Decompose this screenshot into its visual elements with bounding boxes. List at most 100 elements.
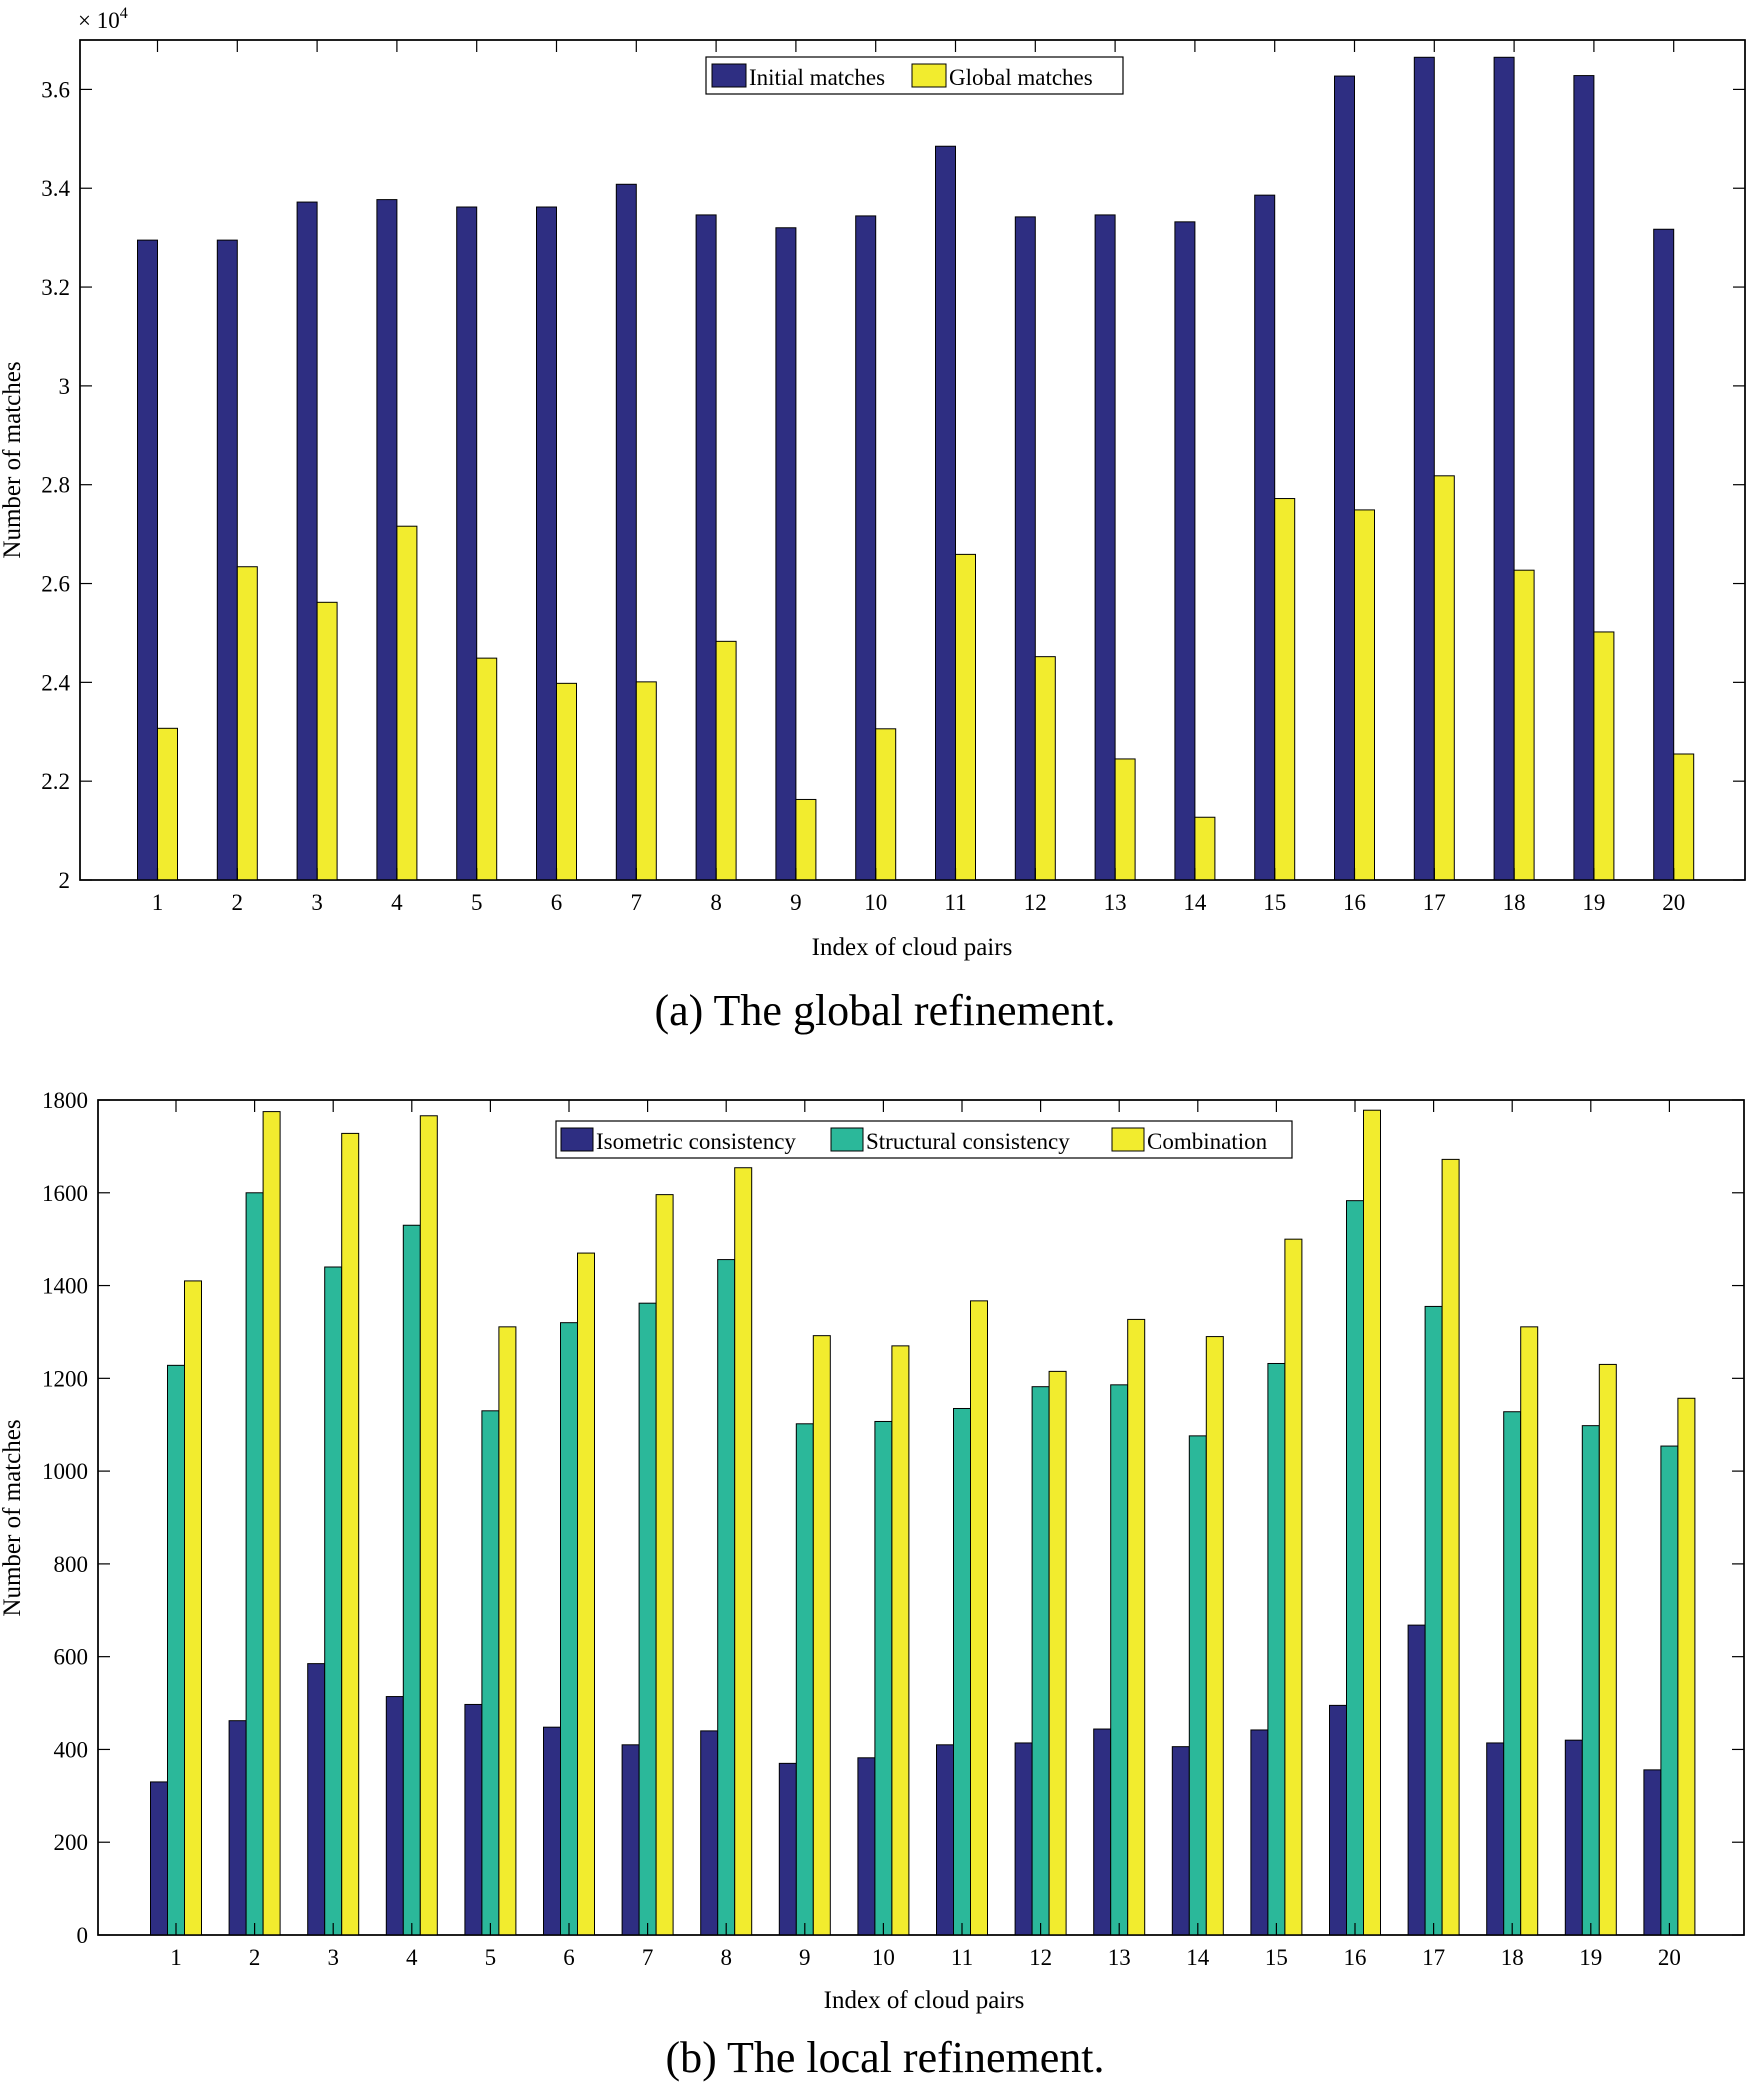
b-plot-frame — [97, 1099, 1745, 1936]
a-y-tick-label: 3.4 — [41, 176, 70, 201]
b-x-tick-label: 5 — [485, 1945, 497, 1970]
b-bar-combination-8 — [734, 1167, 753, 1936]
b-bar-structural-consistency-8 — [717, 1259, 736, 1936]
panel-b-caption: (b) The local refinement. — [666, 2033, 1105, 2082]
a-bar-initial-matches-19 — [1573, 75, 1595, 881]
a-bar-global-matches-17 — [1433, 475, 1455, 881]
a-x-tick-label: 15 — [1263, 890, 1286, 915]
a-bar-initial-matches-15 — [1254, 194, 1276, 881]
b-bar-isometric-consistency-9 — [778, 1762, 797, 1936]
legend-swatch-global-matches — [911, 63, 947, 88]
b-x-tick-label: 13 — [1108, 1945, 1131, 1970]
b-bar-isometric-consistency-19 — [1564, 1739, 1583, 1936]
a-bar-global-matches-7 — [635, 681, 657, 881]
a-x-tick-label: 8 — [710, 890, 722, 915]
panel-b-x-axis-label: Index of cloud pairs — [824, 1987, 1025, 2014]
a-x-tick-label: 1 — [152, 890, 164, 915]
b-bar-structural-consistency-7 — [638, 1302, 657, 1936]
a-bar-initial-matches-17 — [1413, 56, 1435, 881]
b-bar-combination-18 — [1520, 1326, 1539, 1936]
b-bar-structural-consistency-6 — [560, 1322, 578, 1936]
legend-label-combination: Combination — [1147, 1129, 1268, 1154]
panel-a-bars — [137, 56, 1695, 881]
b-x-tick-label: 10 — [872, 1945, 895, 1970]
legend-swatch-initial-matches — [711, 63, 747, 88]
b-x-tick-label: 19 — [1579, 1945, 1602, 1970]
b-bar-combination-17 — [1441, 1158, 1460, 1936]
a-y-tick-label: 2.8 — [41, 473, 70, 498]
a-y-tick-label: 2.4 — [41, 670, 70, 695]
a-bar-initial-matches-13 — [1094, 214, 1116, 881]
a-bar-global-matches-18 — [1513, 569, 1535, 881]
b-bar-combination-12 — [1048, 1370, 1067, 1936]
b-bar-isometric-consistency-20 — [1643, 1769, 1662, 1936]
b-bar-structural-consistency-18 — [1503, 1411, 1522, 1936]
b-bar-structural-consistency-2 — [245, 1192, 264, 1936]
b-bar-structural-consistency-13 — [1110, 1384, 1129, 1936]
a-bar-global-matches-9 — [795, 798, 817, 881]
b-bar-isometric-consistency-6 — [543, 1726, 561, 1936]
b-x-tick-label: 1 — [170, 1945, 182, 1970]
b-bar-combination-19 — [1598, 1363, 1617, 1936]
a-bar-initial-matches-4 — [376, 199, 398, 881]
b-x-tick-label: 16 — [1344, 1945, 1367, 1970]
b-x-tick-label: 12 — [1029, 1945, 1052, 1970]
panel-b-x-axis: 1 2 3 4 5 6 7 8 9 10 11 12 13 14 15 16 17 18 19 20 — [170, 1100, 1681, 1970]
b-bar-isometric-consistency-10 — [857, 1757, 876, 1936]
b-bar-combination-14 — [1205, 1336, 1224, 1936]
b-x-tick-label: 18 — [1501, 1945, 1524, 1970]
b-bar-isometric-consistency-3 — [307, 1663, 326, 1936]
a-x-tick-label: 6 — [551, 890, 563, 915]
a-y-tick-label: 2.6 — [41, 572, 70, 597]
a-bar-global-matches-16 — [1354, 509, 1375, 881]
b-bar-isometric-consistency-16 — [1329, 1704, 1347, 1936]
b-bar-structural-consistency-3 — [324, 1266, 343, 1936]
b-x-tick-label: 9 — [799, 1945, 811, 1970]
panel-a-x-axis: 1 2 3 4 5 6 7 8 9 10 11 12 13 14 15 16 17 18 19 20 — [152, 40, 1685, 915]
b-y-tick-label: 400 — [54, 1737, 89, 1762]
b-x-tick-label: 4 — [406, 1945, 418, 1970]
b-bar-combination-9 — [812, 1335, 831, 1936]
b-bar-combination-3 — [341, 1132, 360, 1936]
panel-a-y-axis: 2 2.2 2.4 2.6 2.8 3 3.2 3.4 3.6 — [41, 77, 1745, 893]
panel-a-y-axis-label: Number of matches — [0, 361, 26, 558]
b-bar-structural-consistency-19 — [1581, 1425, 1600, 1936]
panel-a-legend: Initial matches Global matches — [705, 56, 1124, 95]
legend-label-structural: Structural consistency — [866, 1129, 1070, 1154]
legend-label-global-matches: Global matches — [949, 65, 1093, 90]
b-bar-structural-consistency-11 — [953, 1407, 971, 1936]
legend-swatch-structural — [830, 1127, 864, 1152]
b-bar-combination-11 — [970, 1300, 988, 1936]
b-bar-combination-16 — [1363, 1109, 1381, 1936]
a-x-tick-label: 10 — [864, 890, 887, 915]
panel-b-y-axis: 0 200 400 600 800 1000 1200 1400 1600 1800 — [42, 1088, 1744, 1948]
b-y-tick-label: 1000 — [42, 1459, 88, 1484]
a-bar-global-matches-20 — [1673, 753, 1695, 881]
b-bar-combination-5 — [498, 1326, 517, 1936]
b-bar-combination-13 — [1127, 1318, 1146, 1936]
b-bar-isometric-consistency-13 — [1093, 1728, 1112, 1936]
a-plot-frame — [79, 39, 1746, 881]
b-y-tick-label: 600 — [54, 1645, 89, 1670]
a-y-tick-label: 3.6 — [41, 77, 70, 102]
legend-label-isometric: Isometric consistency — [596, 1129, 796, 1154]
panel-b-legend: Isometric consistency Structural consist… — [555, 1120, 1293, 1159]
b-x-tick-label: 2 — [249, 1945, 261, 1970]
b-x-tick-label: 6 — [563, 1945, 575, 1970]
b-bar-structural-consistency-20 — [1660, 1445, 1679, 1936]
b-bar-combination-10 — [891, 1345, 910, 1936]
a-bar-global-matches-19 — [1593, 631, 1615, 881]
b-bar-isometric-consistency-8 — [700, 1730, 719, 1936]
legend-swatch-combination — [1111, 1127, 1145, 1152]
a-bar-global-matches-2 — [236, 566, 258, 881]
a-x-tick-label: 14 — [1183, 890, 1207, 915]
a-bar-initial-matches-6 — [536, 206, 557, 881]
panel-a-caption: (a) The global refinement. — [655, 986, 1116, 1035]
b-x-tick-label: 15 — [1265, 1945, 1288, 1970]
a-bar-initial-matches-7 — [615, 183, 637, 881]
b-x-tick-label: 20 — [1658, 1945, 1681, 1970]
a-x-tick-label: 11 — [944, 890, 966, 915]
a-y-tick-label: 3 — [59, 374, 71, 399]
b-bar-structural-consistency-16 — [1346, 1200, 1364, 1936]
